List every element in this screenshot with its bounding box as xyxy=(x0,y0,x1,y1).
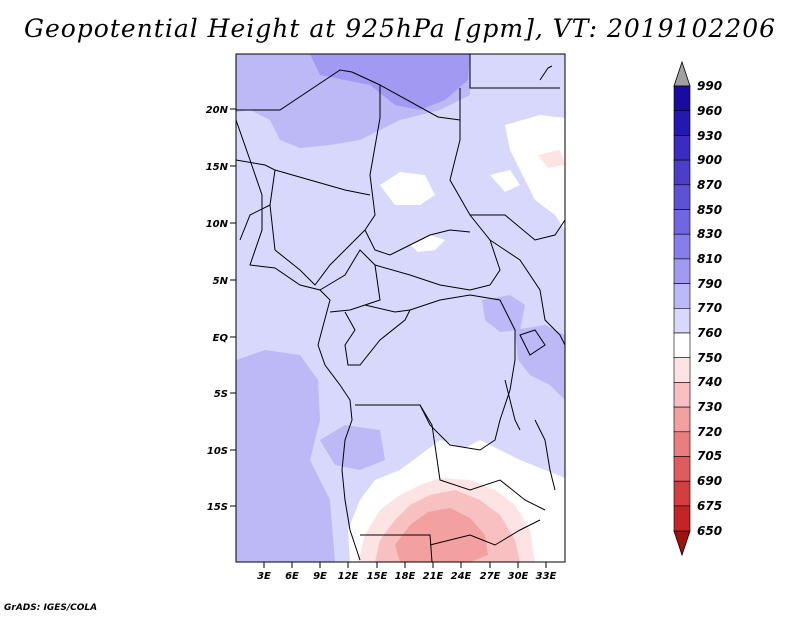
colorbar-swatch xyxy=(673,159,691,186)
lon-label: 30E xyxy=(508,571,529,582)
colorbar-swatch xyxy=(673,110,691,136)
west-africa-border xyxy=(236,159,276,241)
colorbar-swatch xyxy=(673,209,691,235)
colorbar-swatch xyxy=(673,456,691,482)
lon-label: 24E xyxy=(451,571,472,582)
colorbar-label: 790 xyxy=(697,277,722,291)
colorbar-label: 990 xyxy=(697,79,722,93)
colorbar-label: 770 xyxy=(697,301,722,315)
cameroon-border xyxy=(319,249,381,313)
colorbar-swatch xyxy=(673,505,691,532)
red-sea-coast xyxy=(539,65,553,81)
ethiopia-border xyxy=(470,214,565,241)
colorbar-label: 690 xyxy=(697,474,722,488)
colorbar-top-arrow xyxy=(673,60,691,87)
congo-border xyxy=(344,304,411,366)
lat-label: 20N xyxy=(206,105,229,116)
colorbar-swatch xyxy=(673,307,691,334)
field-760-ne xyxy=(538,150,565,168)
lat-label: 10S xyxy=(207,446,228,457)
colorbar-swatch xyxy=(673,480,691,507)
colorbar-label: 720 xyxy=(697,425,722,439)
field-770-sudan xyxy=(490,170,520,192)
lon-label: 15E xyxy=(367,571,388,582)
colorbar-swatch xyxy=(673,233,691,260)
libya-egypt-border xyxy=(351,71,461,121)
colorbar-label: 900 xyxy=(697,153,722,167)
colorbar: 990 960 930 900 870 850 830 810 790 770 … xyxy=(673,60,722,557)
lat-label: 5N xyxy=(213,276,229,287)
field-810-east xyxy=(515,325,565,400)
lon-label: 12E xyxy=(338,571,359,582)
lon-label: 18E xyxy=(395,571,416,582)
country-borders xyxy=(236,54,565,562)
colorbar-label: 850 xyxy=(697,203,722,217)
nigeria-border xyxy=(269,204,366,286)
colorbar-swatch xyxy=(673,258,691,284)
lon-label: 6E xyxy=(285,571,299,582)
grads-credit: GrADS: IGES/COLA xyxy=(4,603,98,613)
colorbar-swatch xyxy=(673,135,691,161)
height-field xyxy=(236,54,565,562)
colorbar-swatch xyxy=(673,431,691,457)
field-830-north xyxy=(310,54,470,110)
colorbar-label: 705 xyxy=(697,449,722,463)
botswana-border xyxy=(429,519,541,546)
namibia-border xyxy=(360,534,433,562)
colorbar-label: 810 xyxy=(697,252,722,266)
map-frame xyxy=(235,53,566,563)
lon-label: 21E xyxy=(423,571,444,582)
colorbar-label: 730 xyxy=(697,400,722,414)
field-810-west xyxy=(236,350,335,562)
lon-label: 33E xyxy=(536,571,557,582)
angola-zambia-border xyxy=(355,404,546,511)
colorbar-swatch xyxy=(673,406,691,433)
east-africa-border xyxy=(489,239,565,346)
chad-border xyxy=(364,85,471,256)
car-border xyxy=(374,264,491,291)
colorbar-label: 740 xyxy=(697,375,722,389)
field-770-car xyxy=(410,235,445,252)
field-770-ne xyxy=(505,115,565,230)
colorbar-bottom-arrow xyxy=(673,530,691,557)
lat-label: 15S xyxy=(207,502,228,513)
lake-victoria xyxy=(519,329,546,356)
colorbar-swatch xyxy=(673,85,691,112)
lon-label: 27E xyxy=(480,571,501,582)
colorbar-label: 650 xyxy=(697,524,722,538)
field-770-sahel xyxy=(380,172,435,205)
latitude-axis: 20N 15N 10N 5N EQ 5S 10S 15S xyxy=(206,105,236,513)
lat-label: 5S xyxy=(214,389,228,400)
lat-label: 10N xyxy=(206,219,229,230)
colorbar-label: 870 xyxy=(697,178,722,192)
lon-label: 9E xyxy=(313,571,327,582)
field-810-lake xyxy=(482,295,525,332)
colorbar-label: 750 xyxy=(697,351,722,365)
longitude-axis: 3E 6E 9E 12E 15E 18E 21E 24E 27E 30E 33E xyxy=(257,562,557,582)
mozambique-border xyxy=(534,419,556,491)
drc-border xyxy=(355,294,516,451)
colorbar-swatch xyxy=(673,283,691,309)
colorbar-label: 760 xyxy=(697,326,722,340)
colorbar-swatch xyxy=(673,382,691,408)
colorbar-swatch xyxy=(673,332,691,359)
colorbar-label: 830 xyxy=(697,227,722,241)
lon-label: 3E xyxy=(257,571,271,582)
colorbar-label: 675 xyxy=(697,499,722,513)
lat-label: 15N xyxy=(206,162,229,173)
colorbar-swatch xyxy=(673,184,691,210)
colorbar-label: 930 xyxy=(697,129,722,143)
algeria-libya-border xyxy=(236,69,353,111)
west-coastline xyxy=(236,119,361,561)
lat-label: EQ xyxy=(213,333,229,344)
field-810-angola xyxy=(320,425,385,470)
field-740-south xyxy=(395,508,488,562)
niger-border xyxy=(274,169,371,196)
egypt-sudan-border xyxy=(469,54,560,89)
colorbar-label: 960 xyxy=(697,104,722,118)
colorbar-swatch xyxy=(673,357,691,383)
map-title: Geopotential Height at 925hPa [gpm], VT:… xyxy=(23,14,777,43)
lake-tanganyika xyxy=(504,379,521,431)
